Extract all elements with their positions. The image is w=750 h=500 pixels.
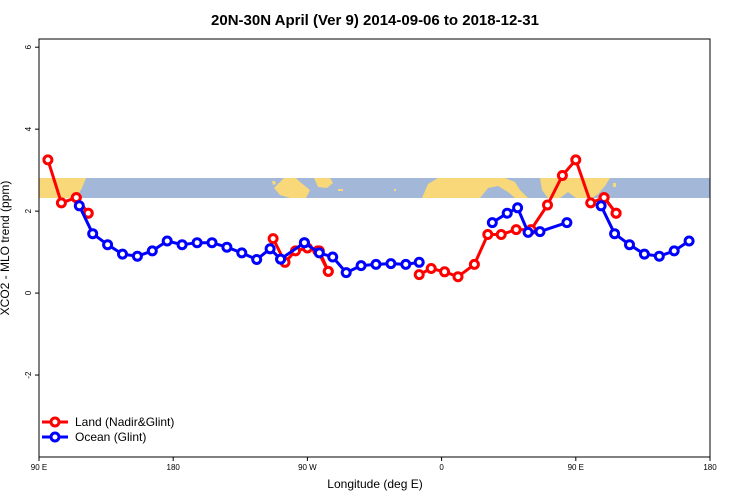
axes: 90 E 180 90 W 0 90 E 180 6 4 2 0 -2 <box>24 44 717 472</box>
data-point <box>561 217 573 229</box>
data-point <box>495 229 507 240</box>
data-point <box>668 245 680 257</box>
data-point <box>512 202 524 214</box>
data-point <box>522 226 534 238</box>
y-axis-label: XCO2 - MLO trend (ppm) <box>0 181 12 316</box>
data-point <box>42 154 54 166</box>
y-tick-label: -2 <box>24 371 33 379</box>
series-group <box>42 154 695 283</box>
legend-marker-land <box>49 416 61 428</box>
data-point <box>267 233 279 245</box>
data-point <box>176 239 188 251</box>
y-tick-label: 2 <box>24 208 33 213</box>
plot-frame <box>38 38 711 458</box>
map-land-caribbean <box>338 189 343 191</box>
data-point <box>355 260 367 272</box>
data-point <box>370 258 382 270</box>
data-point <box>400 258 412 270</box>
data-point <box>585 197 597 209</box>
data-point <box>556 170 568 181</box>
legend-marker-ocean <box>49 431 61 443</box>
x-tick-label: 90 E <box>568 463 584 472</box>
data-point <box>624 239 635 251</box>
data-point <box>482 229 494 240</box>
y-tick-label: 0 <box>24 290 33 295</box>
x-tick-label: 90 W <box>298 463 317 472</box>
legend-label-ocean: Ocean (Glint) <box>75 430 146 444</box>
x-tick-label: 180 <box>167 463 181 472</box>
map-land-red-sea <box>498 186 508 198</box>
x-tick-label: 0 <box>439 463 444 472</box>
series-line <box>418 158 618 279</box>
data-point <box>595 200 607 212</box>
data-point <box>439 266 451 278</box>
data-point <box>683 235 695 247</box>
data-point <box>102 239 114 251</box>
data-point <box>251 254 263 265</box>
data-point <box>55 197 67 209</box>
data-point <box>221 241 233 253</box>
data-point <box>542 199 553 211</box>
map-ocean <box>39 178 710 198</box>
data-point <box>327 251 339 263</box>
y-tick-label: 6 <box>24 44 33 49</box>
map-land-africa-arabia <box>422 178 528 198</box>
data-point <box>87 228 99 240</box>
map-land-florida <box>314 178 333 188</box>
data-point <box>340 267 352 279</box>
data-point <box>510 224 522 236</box>
data-point <box>191 237 203 249</box>
data-point <box>501 207 513 219</box>
data-point <box>610 207 622 219</box>
data-point <box>117 248 128 260</box>
data-point <box>322 265 334 277</box>
series-line <box>77 205 282 261</box>
map-land-mexico <box>274 178 310 198</box>
data-point <box>264 243 276 255</box>
data-point <box>73 200 85 212</box>
legend: Land (Nadir&Glint) Ocean (Glint) <box>42 415 174 444</box>
data-point <box>131 250 143 262</box>
series-ocean <box>73 200 695 279</box>
data-point <box>638 248 650 260</box>
data-point <box>468 258 480 270</box>
data-point <box>486 217 498 229</box>
data-point <box>452 271 464 283</box>
y-tick-label: 4 <box>24 126 33 131</box>
chart-title: 20N-30N April (Ver 9) 2014-09-06 to 2018… <box>211 12 539 29</box>
map-land-hawaii <box>272 181 276 185</box>
data-point <box>161 235 173 247</box>
data-point <box>534 226 546 238</box>
data-point <box>425 263 437 274</box>
data-point <box>236 247 248 259</box>
data-point <box>570 154 582 166</box>
data-point <box>385 258 397 270</box>
map-land-taiwan <box>613 183 616 187</box>
data-point <box>146 245 158 257</box>
legend-label-land: Land (Nadir&Glint) <box>75 415 174 429</box>
data-point <box>206 237 218 249</box>
data-point <box>298 237 310 249</box>
data-point <box>313 247 325 259</box>
data-point <box>653 250 665 262</box>
data-point <box>413 269 425 281</box>
data-point <box>609 228 621 240</box>
map-strip <box>39 178 710 198</box>
x-tick-label: 90 E <box>31 463 47 472</box>
x-axis-label: Longitude (deg E) <box>327 477 422 491</box>
x-tick-label: 180 <box>703 463 717 472</box>
map-land-canaries <box>394 189 396 191</box>
series-land <box>42 154 622 283</box>
data-point <box>275 253 287 265</box>
data-point <box>413 256 425 268</box>
